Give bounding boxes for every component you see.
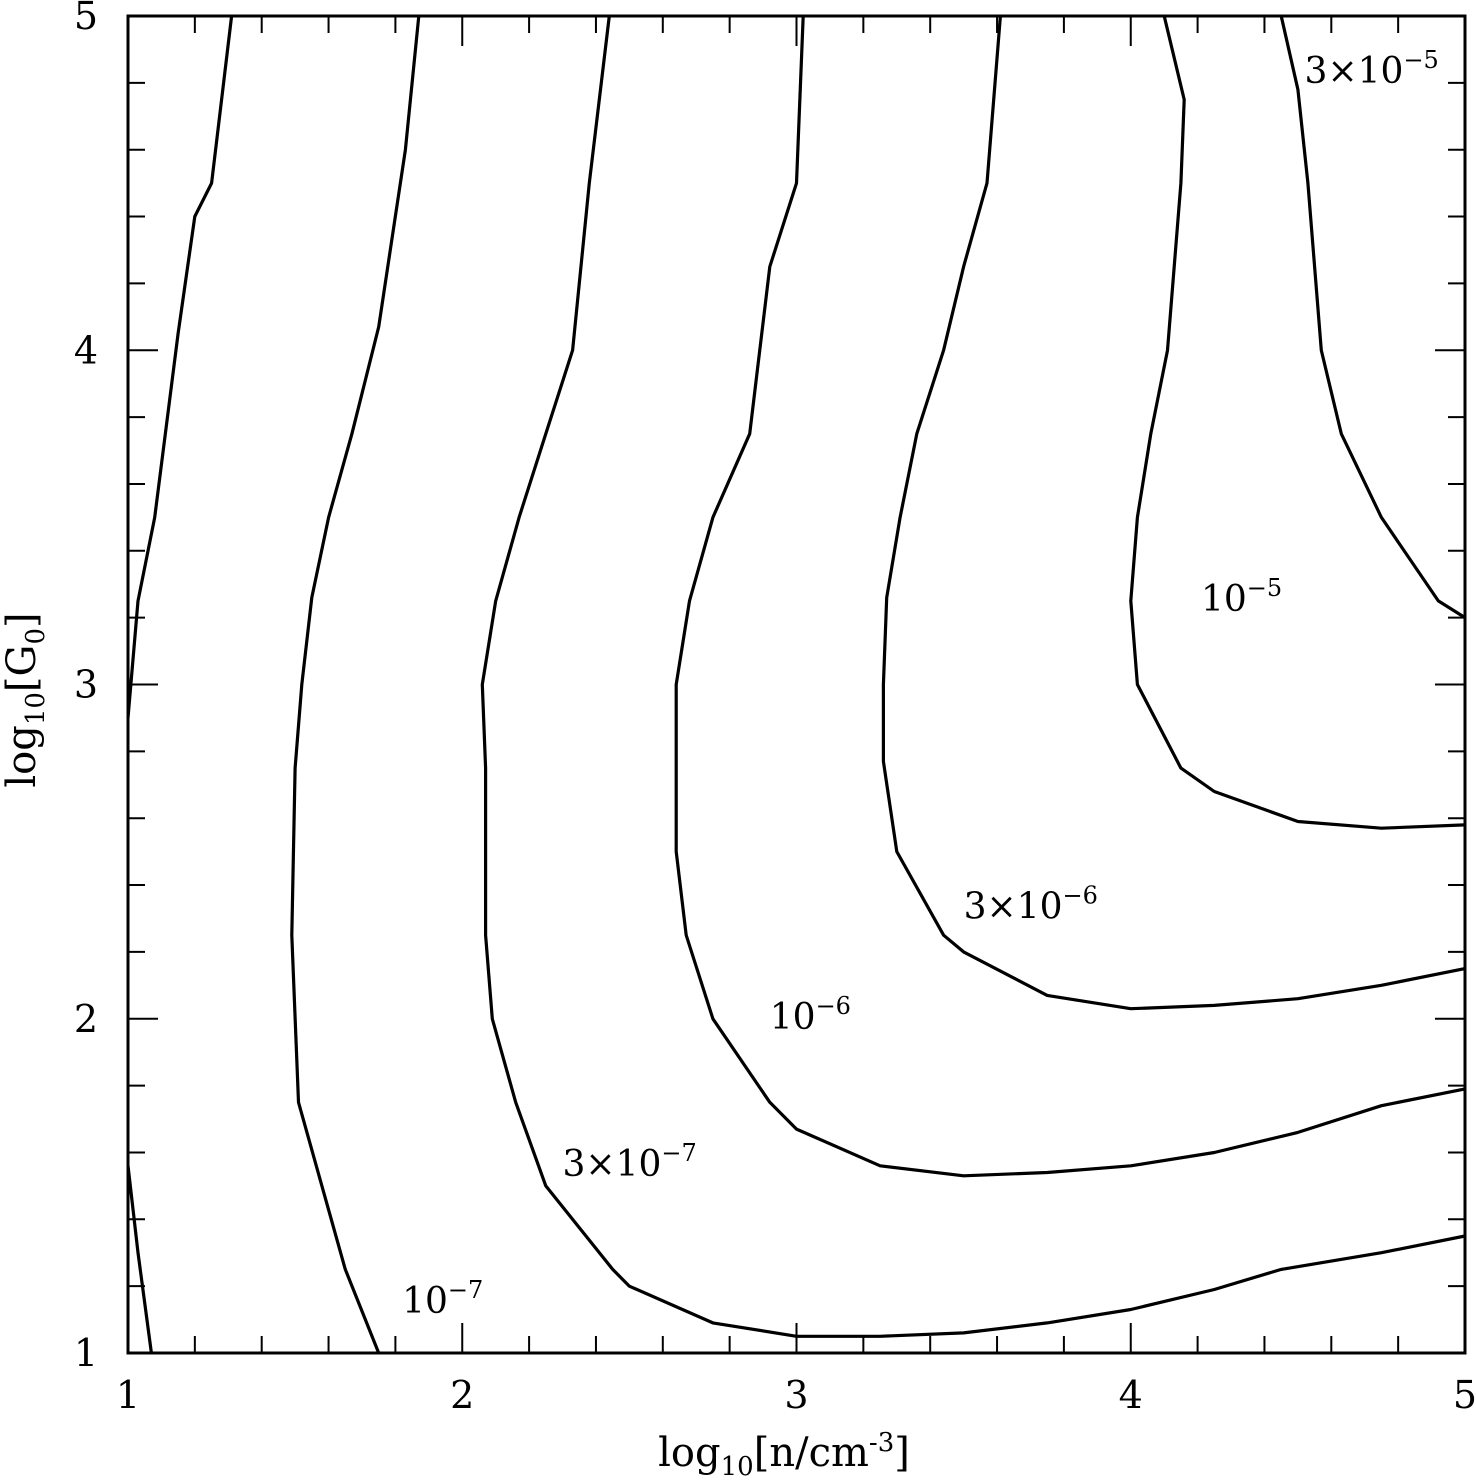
axis-ticks (127, 15, 1466, 1354)
x-tick-labels: 1 2 3 4 5 (116, 1373, 1476, 1417)
x-tick-label: 4 (1119, 1373, 1143, 1417)
y-tick-label: 1 (74, 1331, 98, 1375)
x-tick-label: 5 (1453, 1373, 1476, 1417)
contour-line (1279, 15, 1466, 619)
contour-line (126, 1165, 153, 1354)
contour-line (480, 15, 1466, 1338)
x-tick-label: 1 (116, 1373, 140, 1417)
contour-labels: 10−7 3×10−7 10−6 3×10−6 10−5 3×10−5 (402, 46, 1439, 1322)
y-axis-label: log10[G0] (0, 612, 51, 787)
contour-line (126, 15, 234, 719)
y-tick-label: 4 (74, 328, 98, 372)
contour-label: 10−5 (1201, 574, 1282, 620)
contour-label: 3×10−7 (563, 1139, 697, 1185)
contour-label: 10−6 (770, 992, 851, 1038)
contour-line (881, 15, 1466, 1011)
contour-line (674, 15, 1466, 1178)
x-tick-label: 3 (784, 1373, 808, 1417)
contour-line (1129, 15, 1466, 830)
x-axis-label: log10[n/cm-3] (658, 1428, 910, 1482)
y-tick-label: 5 (74, 0, 98, 38)
contour-line (290, 15, 421, 1354)
contour-label: 10−7 (402, 1276, 483, 1322)
plot-frame (126, 14, 1467, 1355)
y-tick-labels: 1 2 3 4 5 (74, 0, 98, 1375)
contour-label: 3×10−6 (964, 881, 1098, 927)
y-tick-label: 2 (74, 997, 98, 1041)
contour-lines (126, 15, 1466, 1354)
x-tick-label: 2 (450, 1373, 474, 1417)
y-tick-label: 3 (74, 663, 98, 707)
contour-label: 3×10−5 (1305, 46, 1439, 92)
